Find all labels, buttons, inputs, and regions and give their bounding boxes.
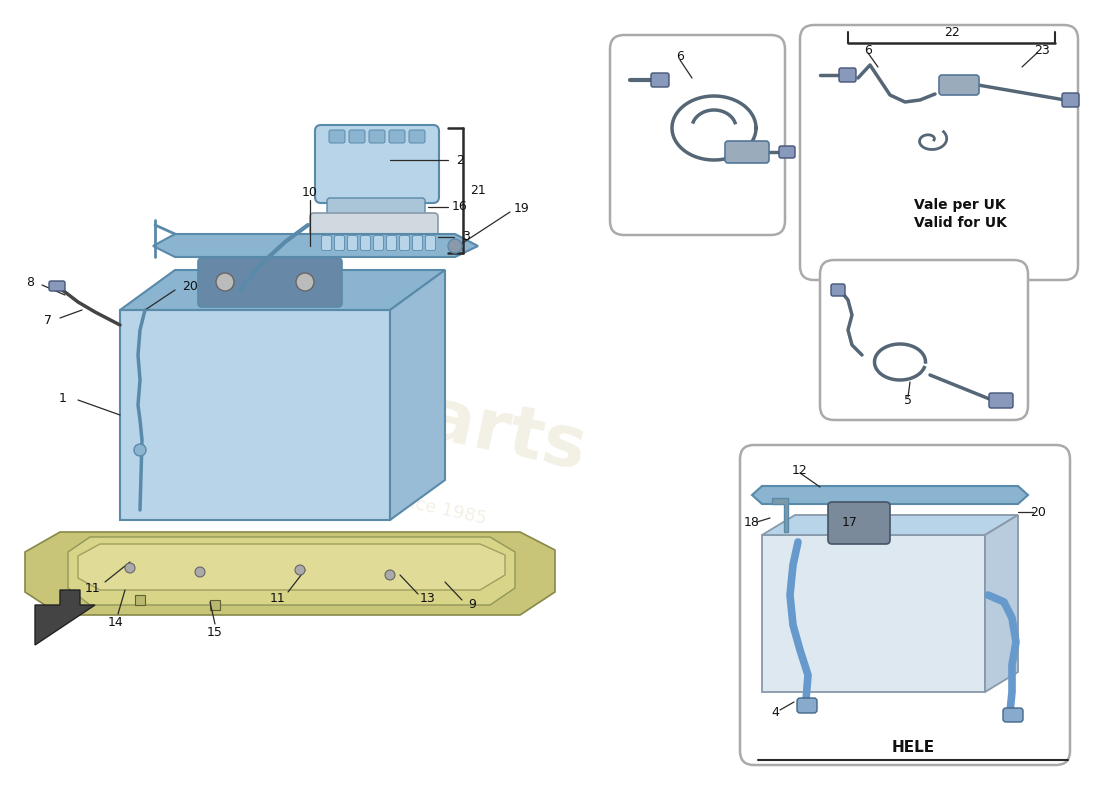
Circle shape — [296, 273, 314, 291]
FancyBboxPatch shape — [610, 35, 785, 235]
FancyBboxPatch shape — [321, 235, 331, 250]
FancyBboxPatch shape — [348, 235, 358, 250]
FancyBboxPatch shape — [374, 235, 384, 250]
Polygon shape — [752, 486, 1028, 504]
FancyBboxPatch shape — [798, 698, 817, 713]
Text: europarts: europarts — [187, 334, 593, 486]
Circle shape — [134, 444, 146, 456]
Text: 12: 12 — [792, 463, 807, 477]
Text: 1: 1 — [59, 391, 67, 405]
Polygon shape — [78, 544, 505, 590]
FancyBboxPatch shape — [310, 213, 438, 257]
Polygon shape — [762, 535, 984, 692]
FancyBboxPatch shape — [50, 281, 65, 291]
Text: 2: 2 — [456, 154, 464, 166]
FancyBboxPatch shape — [426, 235, 436, 250]
Bar — [210, 600, 220, 610]
Text: 16: 16 — [452, 201, 468, 214]
Text: Valid for UK: Valid for UK — [914, 216, 1006, 230]
FancyBboxPatch shape — [386, 235, 396, 250]
FancyBboxPatch shape — [327, 198, 425, 216]
Text: 22: 22 — [944, 26, 960, 38]
Text: 18: 18 — [744, 515, 760, 529]
Text: 20: 20 — [183, 281, 198, 294]
FancyBboxPatch shape — [820, 260, 1028, 420]
Circle shape — [385, 570, 395, 580]
Text: 19: 19 — [514, 202, 530, 214]
FancyBboxPatch shape — [800, 25, 1078, 280]
FancyBboxPatch shape — [740, 445, 1070, 765]
Bar — [135, 595, 145, 605]
FancyBboxPatch shape — [1062, 93, 1079, 107]
FancyBboxPatch shape — [329, 130, 345, 143]
Polygon shape — [120, 270, 446, 310]
Text: 11: 11 — [85, 582, 101, 594]
Circle shape — [295, 565, 305, 575]
Polygon shape — [120, 310, 390, 520]
Polygon shape — [68, 537, 515, 605]
Text: 11: 11 — [271, 591, 286, 605]
FancyBboxPatch shape — [334, 235, 344, 250]
Text: 14: 14 — [108, 615, 124, 629]
Text: 20: 20 — [1030, 506, 1046, 518]
Polygon shape — [390, 270, 446, 520]
FancyBboxPatch shape — [368, 130, 385, 143]
Text: 21: 21 — [470, 183, 486, 197]
Text: 8: 8 — [26, 277, 34, 290]
Polygon shape — [984, 515, 1018, 692]
Text: 10: 10 — [302, 186, 318, 198]
Text: 7: 7 — [44, 314, 52, 326]
Text: 5: 5 — [904, 394, 912, 406]
Text: a premier car parts since 1985: a premier car parts since 1985 — [212, 452, 488, 528]
FancyBboxPatch shape — [989, 393, 1013, 408]
Text: 6: 6 — [676, 50, 684, 63]
Text: 9: 9 — [469, 598, 476, 611]
FancyBboxPatch shape — [830, 284, 845, 296]
FancyBboxPatch shape — [839, 68, 856, 82]
FancyBboxPatch shape — [939, 75, 979, 95]
FancyBboxPatch shape — [651, 73, 669, 87]
FancyBboxPatch shape — [349, 130, 365, 143]
Text: 17: 17 — [843, 515, 858, 529]
FancyBboxPatch shape — [1003, 708, 1023, 722]
FancyBboxPatch shape — [828, 502, 890, 544]
FancyBboxPatch shape — [412, 235, 422, 250]
Polygon shape — [772, 498, 788, 532]
Text: HELE: HELE — [891, 741, 935, 755]
Polygon shape — [153, 234, 478, 257]
Text: Vale per UK: Vale per UK — [914, 198, 1005, 212]
Polygon shape — [35, 590, 95, 645]
Polygon shape — [762, 515, 1018, 535]
FancyBboxPatch shape — [389, 130, 405, 143]
FancyBboxPatch shape — [315, 125, 439, 203]
Circle shape — [448, 239, 462, 253]
Polygon shape — [25, 532, 555, 615]
FancyBboxPatch shape — [779, 146, 795, 158]
Text: 13: 13 — [420, 593, 436, 606]
Circle shape — [216, 273, 234, 291]
FancyBboxPatch shape — [198, 258, 342, 307]
Text: 4: 4 — [771, 706, 779, 718]
Circle shape — [195, 567, 205, 577]
FancyBboxPatch shape — [409, 130, 425, 143]
Text: 15: 15 — [207, 626, 223, 638]
FancyBboxPatch shape — [725, 141, 769, 163]
Text: 6: 6 — [865, 43, 872, 57]
FancyBboxPatch shape — [399, 235, 409, 250]
Text: 23: 23 — [1034, 43, 1049, 57]
Circle shape — [125, 563, 135, 573]
Text: 3: 3 — [462, 230, 470, 243]
FancyBboxPatch shape — [361, 235, 371, 250]
